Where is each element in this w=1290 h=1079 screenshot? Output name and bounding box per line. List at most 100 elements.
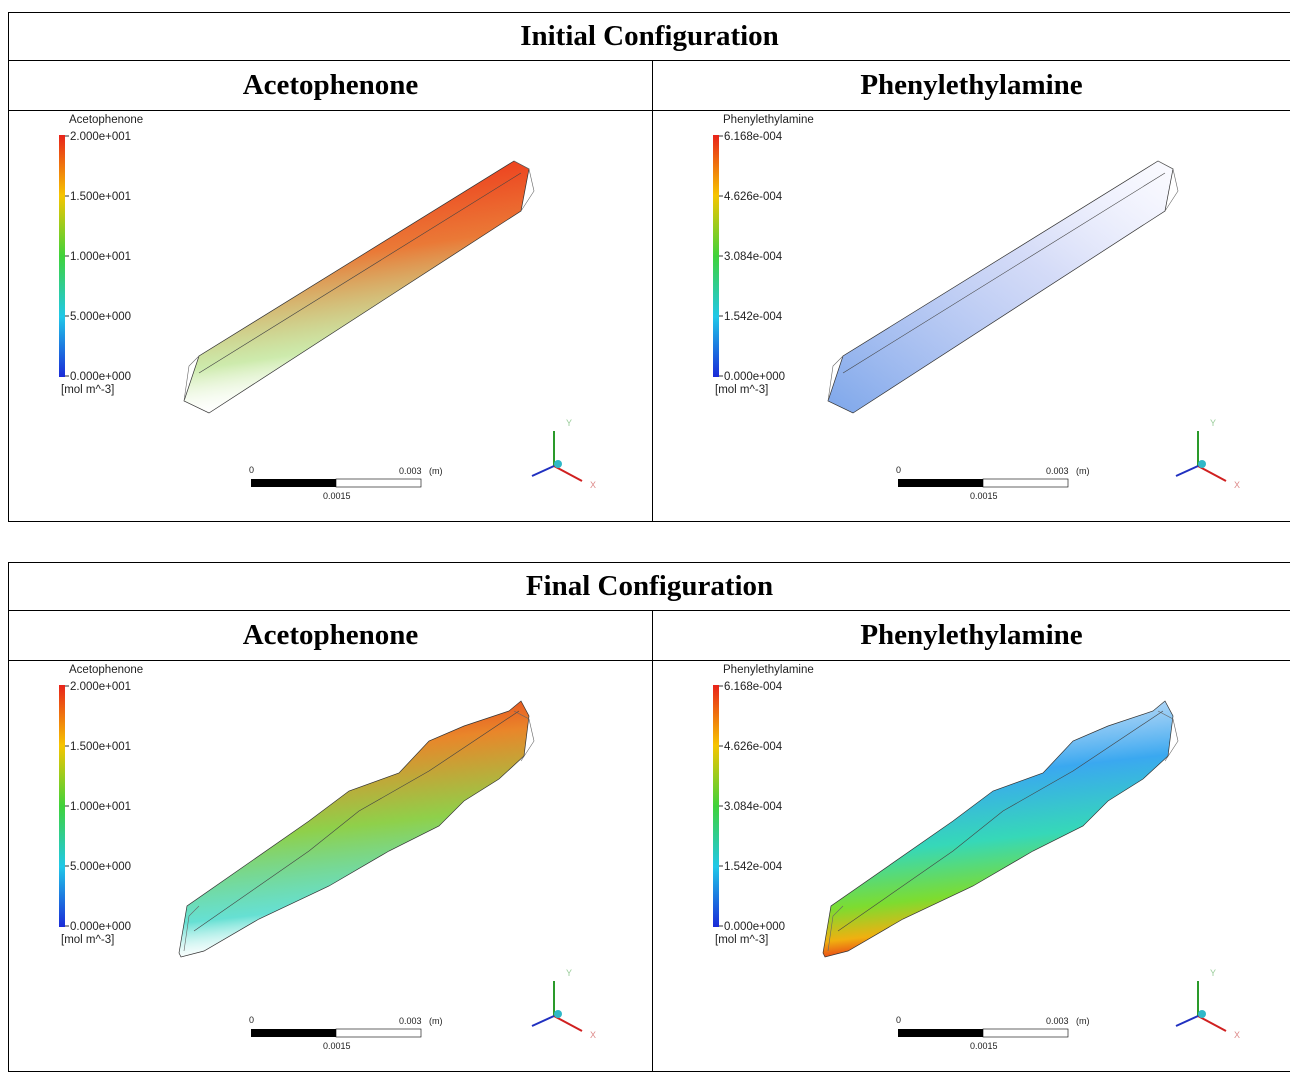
scale-bar-black [251,1029,336,1037]
axis-x [1198,1016,1226,1031]
scale-bar-black [898,479,983,487]
legend-tick-label: 0.000e+000 [70,371,131,383]
legend-tick-label: 1.000e+001 [70,801,131,813]
axis-x-label: X [590,1030,596,1040]
legend-unit: [mol m^-3] [715,934,768,946]
scale-end: 0.003 [1046,1016,1069,1026]
config-table: Initial ConfigurationAcetophenonePhenyle… [8,12,1290,522]
title-row: Final Configuration [9,563,1290,611]
axis-origin [1198,1010,1206,1018]
scale-mid: 0.0015 [323,491,351,501]
colorbar [713,685,719,927]
scale-bar-white [983,1029,1068,1037]
legend-tick-label: 6.168e-004 [724,681,783,693]
legend-tick-label: 1.000e+001 [70,251,131,263]
axis-x [554,466,582,481]
scale-start: 0 [896,1015,901,1025]
legend-tick-label: 1.500e+001 [70,741,131,753]
scale-unit: (m) [1076,1016,1090,1026]
scale-start: 0 [896,465,901,475]
scale-bar-black [251,479,336,487]
axis-x-label: X [1234,1030,1240,1040]
scale-unit: (m) [429,1016,443,1026]
channel [828,161,1178,413]
scale-unit: (m) [429,466,443,476]
legend-tick-label: 0.000e+000 [70,921,131,933]
scale-end: 0.003 [1046,466,1069,476]
scale-bar-white [336,1029,421,1037]
table-title: Final Configuration [9,563,1290,611]
title-row: Initial Configuration [9,13,1290,61]
legend-tick-label: 5.000e+000 [70,311,131,323]
legend-tick-label: 1.542e-004 [724,861,783,873]
contour-plot: Acetophenone 2.000e+001 1.500e+001 1.000e+0… [9,661,652,1063]
channel [184,161,534,413]
column-header: Acetophenone [9,61,653,111]
scale-start: 0 [249,1015,254,1025]
axis-z [1176,466,1198,476]
channel [823,701,1178,957]
legend-unit: [mol m^-3] [61,934,114,946]
scale-end: 0.003 [399,1016,422,1026]
legend-tick-label: 5.000e+000 [70,861,131,873]
scale-unit: (m) [1076,466,1090,476]
legend-title: Acetophenone [69,664,143,676]
legend-tick-label: 3.084e-004 [724,801,783,813]
scale-mid: 0.0015 [323,1041,351,1051]
page: Initial ConfigurationAcetophenonePhenyle… [0,0,1290,1079]
channel-edge [199,173,521,373]
axis-x-label: X [1234,480,1240,490]
image-cell: Acetophenone 2.000e+001 1.500e+001 1.000e+0… [9,661,653,1072]
image-cell: Phenylethylamine6.168e-0044.626e-0043.08… [653,661,1290,1072]
channel-field [184,161,529,413]
scale-start: 0 [249,465,254,475]
legend-tick-label: 3.084e-004 [724,251,783,263]
axis-z [532,1016,554,1026]
channel [179,701,534,957]
table-title: Initial Configuration [9,13,1290,61]
legend-tick-label: 0.000e+000 [724,921,785,933]
axis-z [532,466,554,476]
contour-plot: Acetophenone2.000e+0011.500e+0011.000e+0… [9,111,652,513]
axis-y-label: Y [1210,968,1216,978]
scale-bar-white [336,479,421,487]
legend-tick-label: 1.500e+001 [70,191,131,203]
scale-mid: 0.0015 [970,1041,998,1051]
legend-tick-label: 6.168e-004 [724,131,783,143]
channel-field [828,161,1173,413]
channel-edge [843,173,1165,373]
axis-y-label: Y [566,968,572,978]
scale-end: 0.003 [399,466,422,476]
column-header: Acetophenone [9,611,653,661]
contour-plot: Phenylethylamine6.168e-0044.626e-0043.08… [653,661,1290,1063]
scale-bar-white [983,479,1068,487]
axis-y-label: Y [566,418,572,428]
contour-plot: Phenylethylamine 6.168e-004 4.626e-004 3.08… [653,111,1290,513]
legend-unit: [mol m^-3] [715,384,768,396]
image-cell: Phenylethylamine 6.168e-004 4.626e-004 3.08… [653,111,1290,522]
legend-title: Phenylethylamine [723,114,814,126]
legend-tick-label: 1.542e-004 [724,311,783,323]
image-row: Acetophenone 2.000e+001 1.500e+001 1.000e+0… [9,661,1290,1072]
scale-mid: 0.0015 [970,491,998,501]
legend-tick-label: 4.626e-004 [724,191,783,203]
colorbar [59,135,65,377]
axis-y-label: Y [1210,418,1216,428]
legend-tick-label: 2.000e+001 [70,131,131,143]
axis-origin [1198,460,1206,468]
colorbar [713,135,719,377]
axis-x-label: X [590,480,596,490]
axis-x [554,1016,582,1031]
legend-unit: [mol m^-3] [61,384,114,396]
column-header: Phenylethylamine [653,61,1290,111]
axis-origin [554,460,562,468]
legend-tick-label: 2.000e+001 [70,681,131,693]
legend-title: Phenylethylamine [723,664,814,676]
scale-bar-black [898,1029,983,1037]
column-header: Phenylethylamine [653,611,1290,661]
